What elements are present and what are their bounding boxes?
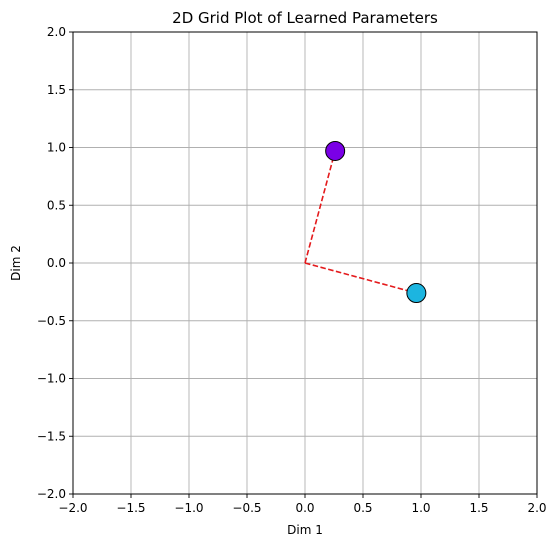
y-tick-label: −1.5 (37, 429, 66, 443)
y-tick-label: 2.0 (47, 25, 66, 39)
vector-lines (304, 150, 417, 294)
x-axis-label: Dim 1 (287, 523, 323, 537)
x-tick-label: 1.5 (469, 501, 488, 515)
y-axis-label: Dim 2 (9, 245, 23, 281)
x-tick-label: 0.0 (295, 501, 314, 515)
data-point (406, 283, 427, 304)
vector-line (304, 150, 336, 264)
y-tick-label: 1.5 (47, 83, 66, 97)
chart-title: 2D Grid Plot of Learned Parameters (172, 9, 438, 27)
y-tick-label: 1.0 (47, 141, 66, 155)
x-tick-label: −1.5 (116, 501, 145, 515)
x-tick-label: 1.0 (411, 501, 430, 515)
x-tick-label: 2.0 (527, 501, 546, 515)
x-tick-label: −1.0 (174, 501, 203, 515)
vector-line (304, 262, 417, 294)
y-tick-label: −0.5 (37, 314, 66, 328)
y-axis-ticks: −2.0 −1.5 −1.0 −0.5 0.0 0.5 1.0 1.5 2.0 (37, 25, 73, 501)
x-tick-label: 0.5 (353, 501, 372, 515)
y-tick-label: 0.5 (47, 198, 66, 212)
data-points (325, 140, 427, 304)
y-tick-label: −1.0 (37, 372, 66, 386)
y-tick-label: −2.0 (37, 487, 66, 501)
y-tick-label: 0.0 (47, 256, 66, 270)
data-point (325, 140, 346, 161)
x-tick-label: −0.5 (232, 501, 261, 515)
x-tick-label: −2.0 (58, 501, 87, 515)
x-axis-ticks: −2.0 −1.5 −1.0 −0.5 0.0 0.5 1.0 1.5 2.0 (58, 494, 547, 515)
